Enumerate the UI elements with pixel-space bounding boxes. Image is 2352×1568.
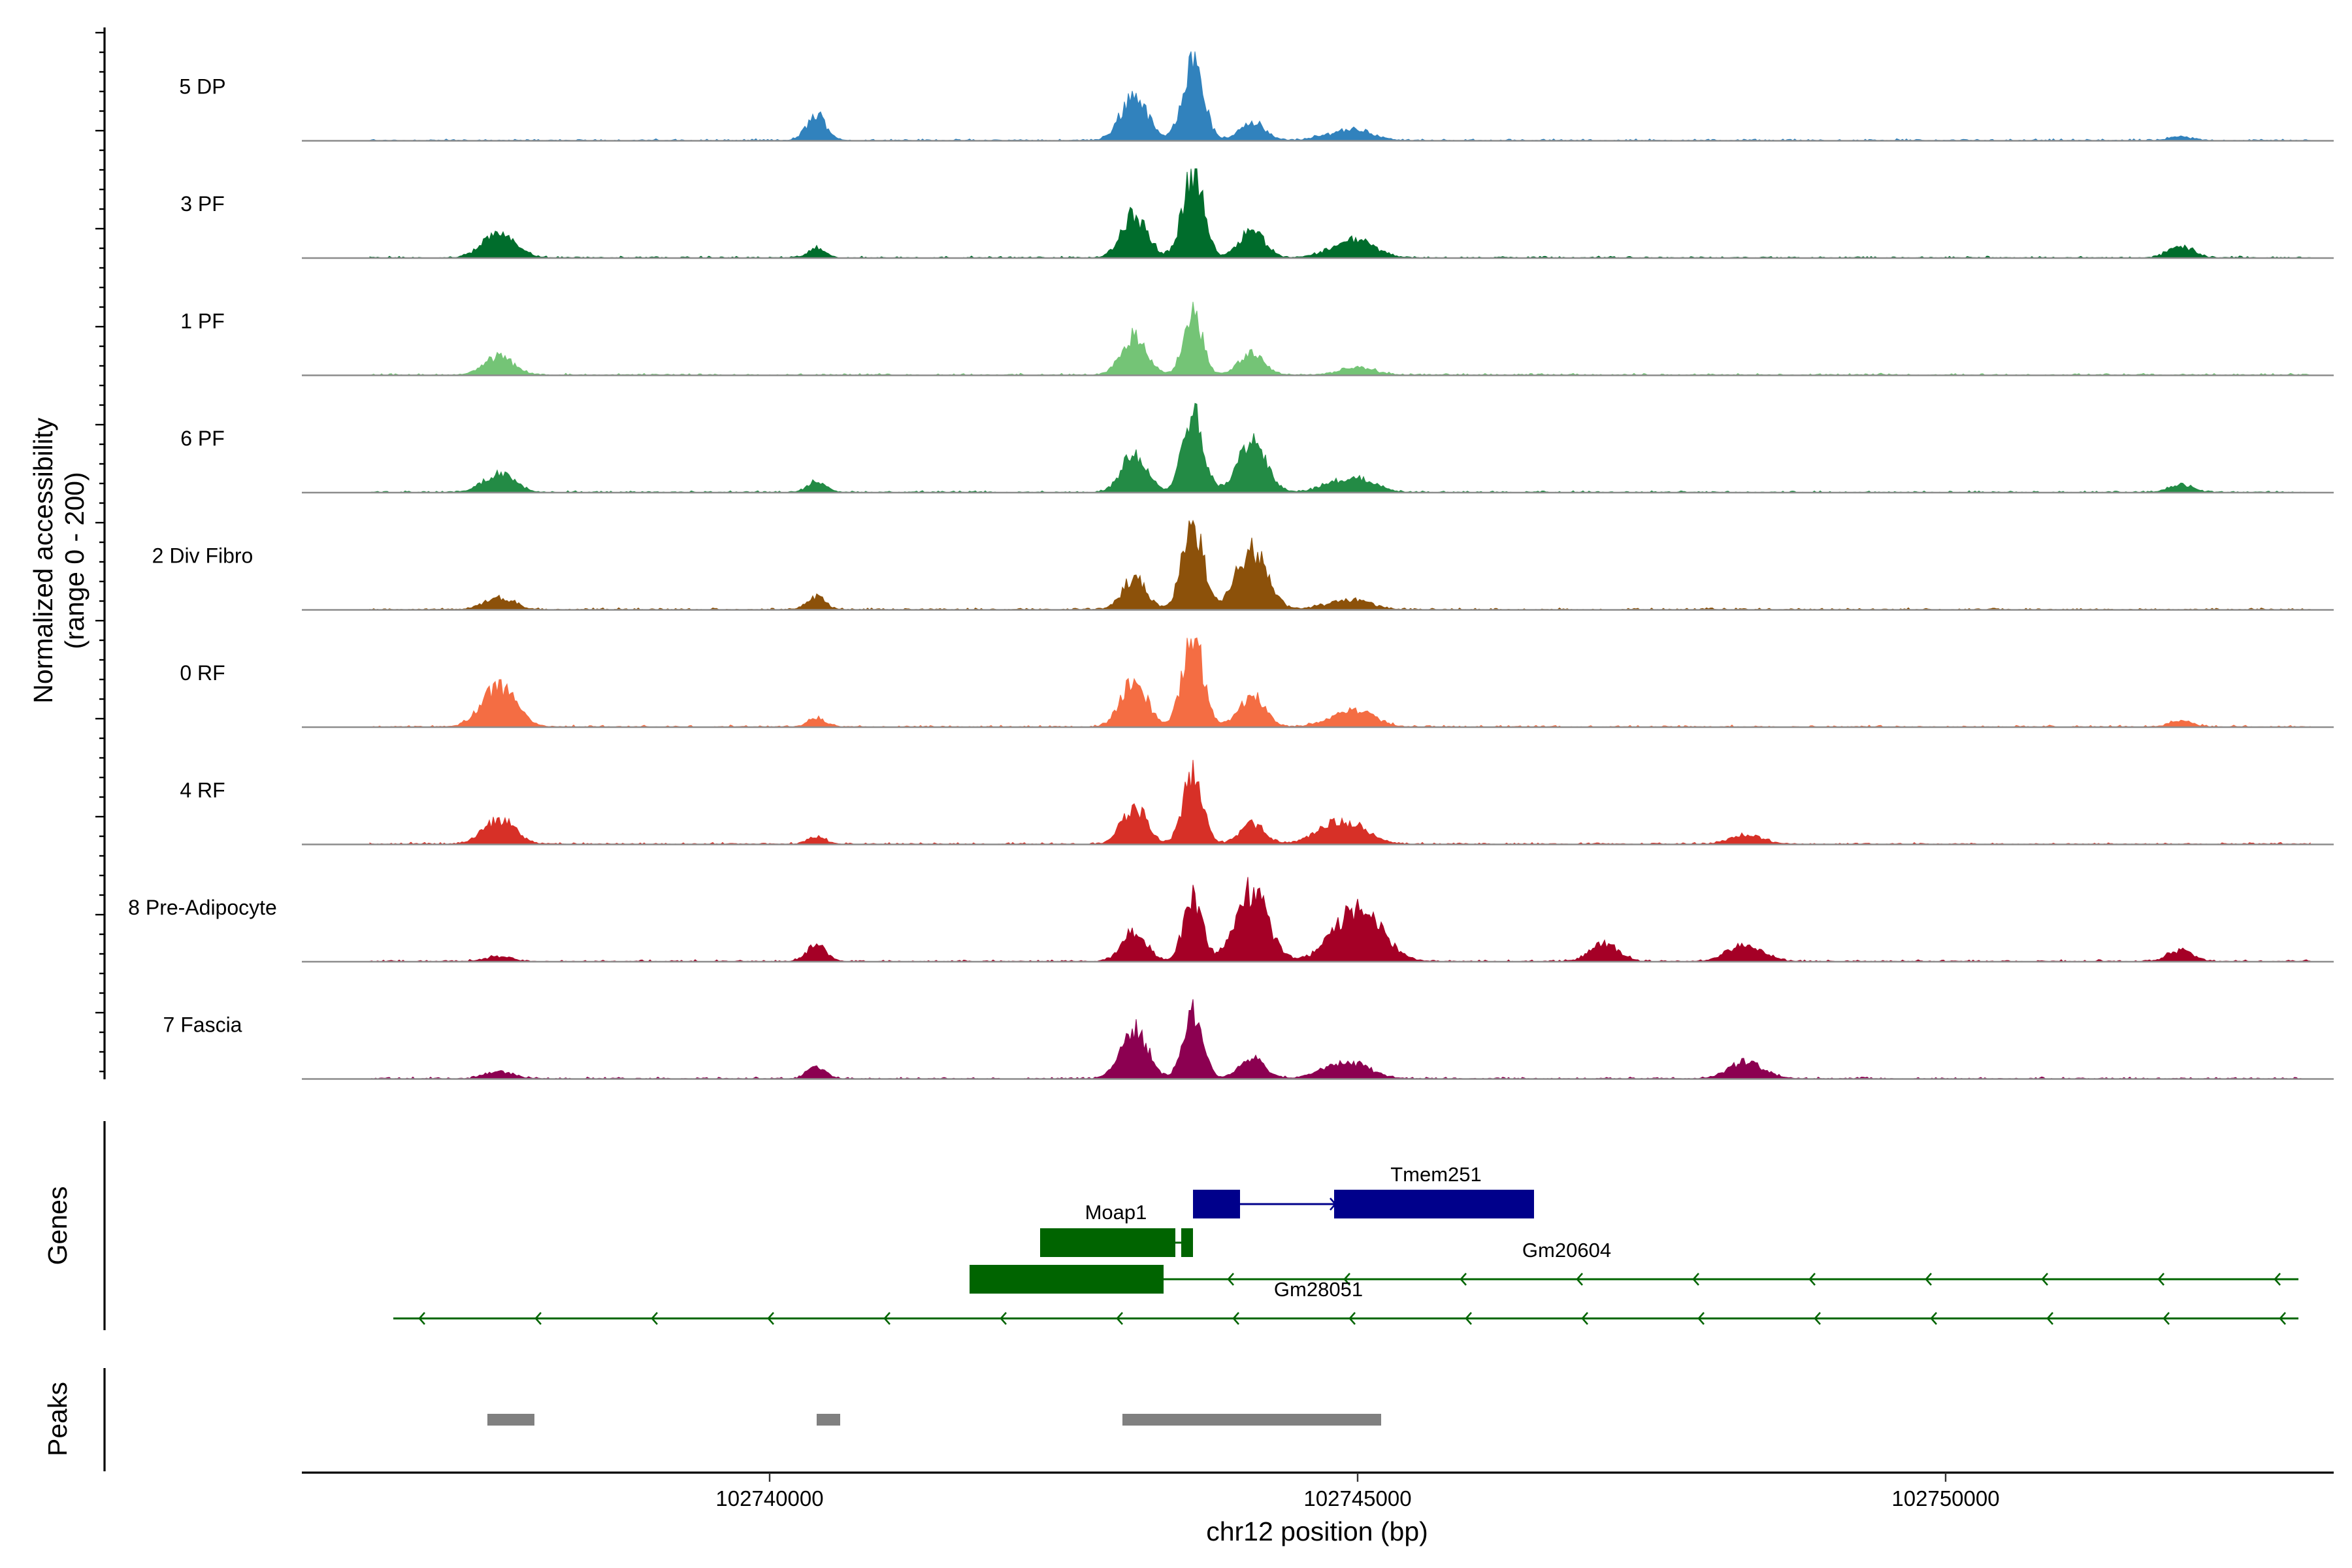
- track-8-pre-adipocyte: 8 Pre-Adipocyte: [128, 877, 2334, 963]
- track-4-rf: 4 RF: [180, 760, 2334, 845]
- x-axis: 102740000 102745000 102750000 chr12 positio…: [302, 1471, 2334, 1546]
- strand-arrow: [1232, 1312, 1239, 1325]
- genes-panel: Genes Tmem251 Moap1 Gm20604 Gm28051: [42, 1121, 2298, 1330]
- track-label: 6 PF: [180, 427, 225, 450]
- y-axis-title-line-1: Normalized accessibility: [28, 417, 58, 704]
- coverage-tracks: 5 DP 3 PF 1 PF 6 PF 2 Div Fibro 0 RF 4 RF 8 Pre…: [128, 51, 2334, 1080]
- coverage-area: [369, 301, 2311, 376]
- peaks-panel-label: Peaks: [42, 1382, 73, 1456]
- gene-gm28051: Gm28051: [393, 1278, 2298, 1325]
- strand-arrow: [1697, 1312, 1705, 1325]
- coverage-area: [369, 999, 2311, 1080]
- exon: [1193, 1190, 1240, 1218]
- gene-moap1: Moap1: [1040, 1201, 1193, 1257]
- gene-tmem251: Tmem251: [1193, 1163, 1534, 1218]
- strand-arrow: [1814, 1312, 1821, 1325]
- y-axis-title-line-2: (range 0 - 200): [59, 472, 90, 649]
- strand-arrow: [2046, 1312, 2053, 1325]
- strand-arrow: [2163, 1312, 2170, 1325]
- strand-arrow: [1348, 1312, 1356, 1325]
- strand-arrow: [1925, 1273, 1932, 1286]
- strand-arrow: [1460, 1273, 1467, 1286]
- track-label: 3 PF: [180, 192, 225, 216]
- x-tick-label: 102740000: [715, 1486, 823, 1511]
- peak-region: [817, 1414, 840, 1426]
- strand-arrow: [1465, 1312, 1472, 1325]
- coverage-area: [369, 51, 2311, 142]
- track-3-pf: 3 PF: [180, 168, 2334, 259]
- exon: [1181, 1228, 1193, 1257]
- peak-region: [487, 1414, 534, 1426]
- exon: [1334, 1190, 1534, 1218]
- strand-arrow: [418, 1312, 425, 1325]
- strand-arrow: [1000, 1312, 1007, 1325]
- gene-gm20604: Gm20604: [970, 1239, 2298, 1294]
- peaks-panel: Peaks: [42, 1368, 1381, 1471]
- strand-arrow: [1227, 1273, 1234, 1286]
- track-label: 0 RF: [180, 661, 225, 685]
- strand-arrow: [2157, 1273, 2164, 1286]
- gene-label: Moap1: [1085, 1201, 1147, 1224]
- track-2-div-fibro: 2 Div Fibro: [152, 519, 2334, 611]
- track-7-fascia: 7 Fascia: [163, 999, 2334, 1080]
- coverage-area: [369, 637, 2311, 728]
- strand-arrow: [1576, 1273, 1583, 1286]
- strand-arrow: [2274, 1273, 2281, 1286]
- genes-panel-label: Genes: [42, 1186, 73, 1266]
- strand-arrow: [883, 1312, 890, 1325]
- peak-region: [1122, 1414, 1381, 1426]
- coverage-area: [369, 168, 2311, 259]
- track-label: 8 Pre-Adipocyte: [128, 896, 277, 919]
- strand-arrow: [767, 1312, 774, 1325]
- y-axis: Normalized accessibility (range 0 - 200): [28, 27, 106, 1079]
- strand-arrow: [1343, 1273, 1350, 1286]
- coverage-area: [369, 519, 2311, 611]
- x-tick-label: 102750000: [1891, 1486, 1999, 1511]
- strand-arrow: [1692, 1273, 1699, 1286]
- coverage-area: [369, 760, 2311, 845]
- coverage-area: [369, 877, 2311, 962]
- exon: [970, 1265, 1164, 1294]
- gene-label: Gm28051: [1274, 1278, 1363, 1301]
- coverage-area: [369, 402, 2311, 493]
- strand-arrow: [651, 1312, 658, 1325]
- track-label: 7 Fascia: [163, 1013, 242, 1037]
- track-5-dp: 5 DP: [179, 51, 2334, 142]
- gene-label: Gm20604: [1522, 1239, 1611, 1262]
- strand-arrow: [1930, 1312, 1937, 1325]
- x-axis-title: chr12 position (bp): [1206, 1516, 1428, 1546]
- strand-arrow: [2279, 1312, 2286, 1325]
- x-tick-label: 102745000: [1303, 1486, 1411, 1511]
- track-label: 5 DP: [179, 75, 225, 99]
- strand-arrow: [1581, 1312, 1588, 1325]
- strand-arrow: [2041, 1273, 2048, 1286]
- track-label: 4 RF: [180, 779, 225, 802]
- strand-arrow: [1116, 1312, 1123, 1325]
- strand-arrow: [534, 1312, 542, 1325]
- track-1-pf: 1 PF: [180, 301, 2334, 376]
- strand-arrow: [1808, 1273, 1816, 1286]
- track-6-pf: 6 PF: [180, 402, 2334, 494]
- track-0-rf: 0 RF: [180, 637, 2334, 728]
- exon: [1040, 1228, 1175, 1257]
- track-label: 2 Div Fibro: [152, 544, 253, 568]
- gene-label: Tmem251: [1390, 1163, 1482, 1186]
- track-label: 1 PF: [180, 310, 225, 333]
